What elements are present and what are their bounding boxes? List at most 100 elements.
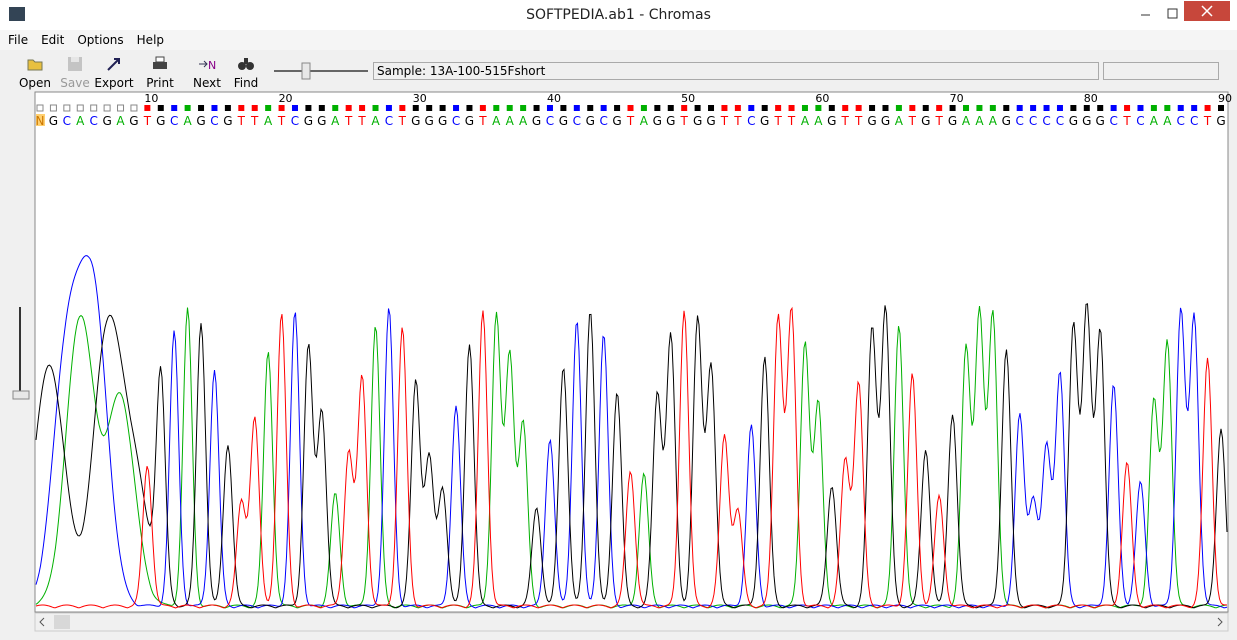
base-call: G	[948, 114, 957, 128]
base-call: T	[277, 114, 286, 128]
quality-box	[667, 105, 674, 111]
base-call: G	[317, 114, 326, 128]
quality-box	[49, 104, 57, 112]
quality-box	[251, 105, 258, 111]
quality-box	[1030, 105, 1037, 111]
base-call: A	[264, 114, 273, 128]
toolbar-button[interactable]: Save	[54, 51, 96, 90]
quality-box	[385, 105, 392, 111]
base-call: C	[1136, 114, 1144, 128]
base-call: G	[612, 114, 621, 128]
quality-box	[587, 105, 594, 111]
quality-box	[117, 104, 125, 112]
quality-box	[506, 105, 513, 111]
quality-box	[681, 105, 688, 111]
base-call: G	[532, 114, 541, 128]
base-call: G	[559, 114, 568, 128]
quality-box	[1097, 105, 1104, 111]
toolbar-button[interactable]: Export	[93, 51, 135, 90]
base-call: C	[747, 114, 755, 128]
quality-box	[224, 105, 231, 111]
base-call: T	[680, 114, 689, 128]
toolbar-label: Next	[193, 76, 221, 90]
toolbar-button[interactable]: Find	[225, 51, 267, 90]
base-call: C	[63, 114, 71, 128]
menu-item[interactable]: Options	[77, 33, 124, 47]
menu-item[interactable]: Help	[136, 33, 165, 47]
quality-box	[171, 105, 178, 111]
toolbar-icon	[107, 58, 120, 71]
quality-box	[573, 105, 580, 111]
quality-box	[560, 105, 567, 111]
base-call: C	[1056, 114, 1064, 128]
toolbar-button[interactable]: N Next	[186, 51, 228, 90]
base-call: A	[640, 114, 649, 128]
quality-box	[36, 104, 44, 112]
base-call: C	[291, 114, 299, 128]
menu-item[interactable]: File	[8, 33, 29, 47]
quality-box	[493, 105, 500, 111]
quality-box	[640, 105, 647, 111]
quality-box	[372, 105, 379, 111]
quality-box	[198, 105, 205, 111]
base-call: T	[250, 114, 259, 128]
base-call: G	[1002, 114, 1011, 128]
base-call: T	[478, 114, 487, 128]
toolbar-icon	[27, 59, 43, 71]
window-title: SOFTPEDIA.ab1 - Chromas	[526, 7, 711, 23]
menu-item[interactable]: Edit	[41, 33, 65, 47]
quality-box	[130, 104, 138, 112]
base-call: T	[143, 114, 152, 128]
base-call: G	[465, 114, 474, 128]
sample-name: Sample: 13A-100-515Fshort	[373, 62, 1099, 80]
title-bar: SOFTPEDIA.ab1 - Chromas	[0, 0, 1237, 30]
base-call: G	[438, 114, 447, 128]
quality-box	[775, 105, 782, 111]
quality-box	[291, 105, 298, 111]
quality-box	[801, 105, 808, 111]
quality-box	[76, 104, 84, 112]
base-call: T	[357, 114, 366, 128]
base-call: A	[371, 114, 380, 128]
quality-box	[332, 105, 339, 111]
quality-box	[748, 105, 755, 111]
quality-box	[855, 105, 862, 111]
quality-box	[359, 105, 366, 111]
quality-box	[1191, 105, 1198, 111]
quality-box	[1110, 105, 1117, 111]
quality-box	[869, 105, 876, 111]
position-label: 10	[144, 92, 158, 105]
app-icon	[9, 7, 25, 21]
base-call: C	[170, 114, 178, 128]
position-label: 50	[681, 92, 695, 105]
base-call: T	[908, 114, 917, 128]
base-call: A	[975, 114, 984, 128]
base-call: N	[36, 114, 45, 128]
zoom-slider[interactable]	[268, 51, 388, 91]
base-call: A	[814, 114, 823, 128]
base-call: G	[706, 114, 715, 128]
base-call: G	[867, 114, 876, 128]
toolbar-button[interactable]: Open	[14, 51, 56, 90]
quality-box	[600, 105, 607, 111]
base-call: C	[1190, 114, 1198, 128]
quality-box	[412, 105, 419, 111]
toolbar-icon	[238, 58, 254, 70]
maximize-button[interactable]	[1167, 8, 1178, 19]
horizontal-scrollbar[interactable]	[34, 612, 1229, 632]
quality-box	[708, 105, 715, 111]
position-label: 90	[1218, 92, 1232, 105]
quality-box	[211, 105, 218, 111]
base-call: C	[599, 114, 607, 128]
quality-box	[842, 105, 849, 111]
base-call: G	[1096, 114, 1105, 128]
toolbar-icon	[68, 57, 82, 71]
base-call: T	[1203, 114, 1212, 128]
base-call: G	[760, 114, 769, 128]
toolbar-button[interactable]: Print	[139, 51, 181, 90]
base-call: T	[773, 114, 782, 128]
scroll-thumb[interactable]	[54, 615, 70, 629]
base-call: T	[344, 114, 353, 128]
base-call: G	[1082, 114, 1091, 128]
toolbar-icon	[153, 56, 167, 69]
